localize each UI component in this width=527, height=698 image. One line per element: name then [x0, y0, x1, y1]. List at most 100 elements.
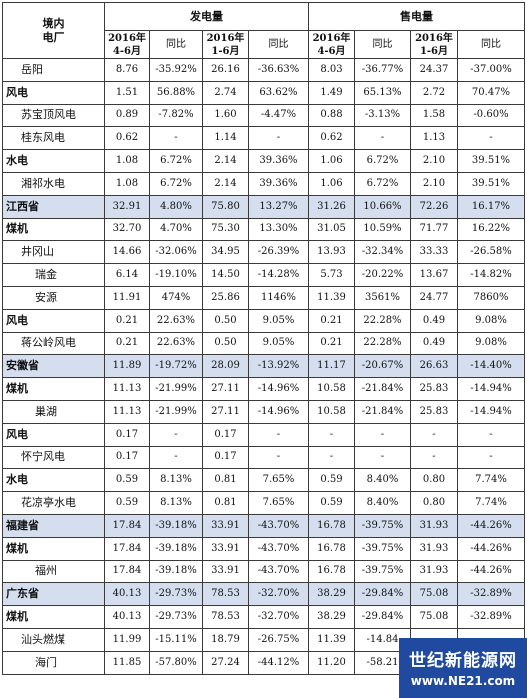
value-cell: 4.70% — [149, 217, 203, 242]
value-cell: 32.91 — [104, 194, 150, 219]
value-cell: 2.14 — [202, 171, 249, 196]
value-cell: - — [308, 445, 355, 470]
value-cell: 2.10 — [410, 149, 458, 173]
value-cell: 6.72% — [354, 149, 411, 173]
table-row: 岳阳 8.76 -35.92% 26.16 -36.63% 8.03 -36.77% 24.3… — [2, 58, 525, 82]
value-cell: 16.22% — [457, 217, 525, 242]
plant-name-cell: 怀宁风电 — [2, 445, 105, 470]
value-cell: -21.84% — [354, 399, 411, 424]
value-cell: 9.05% — [248, 308, 309, 333]
plant-name-cell: 汕头燃煤 — [2, 627, 105, 652]
table-row: 煤机 11.13 -21.99% 27.11 -14.96% 10.58 -21.84% 25… — [2, 377, 525, 401]
value-cell: 0.88 — [308, 103, 355, 128]
value-cell: 14.66 — [104, 240, 150, 265]
value-cell: - — [149, 422, 203, 447]
value-cell: 3561% — [354, 285, 411, 310]
value-cell: -35.92% — [149, 58, 203, 82]
value-cell: 0.81 — [202, 468, 249, 493]
province-row: 福建省 17.84 -39.18% 33.91 -43.70% 16.78 -39.75% 3… — [2, 513, 525, 538]
value-cell: 38.29 — [308, 582, 355, 607]
value-cell: -15.11% — [149, 627, 203, 652]
plant-name-cell: 瑞金 — [2, 263, 105, 287]
value-cell: 24.77 — [410, 285, 458, 310]
value-cell: 10.58 — [308, 377, 355, 401]
value-cell: 11.17 — [308, 354, 355, 379]
plant-name-cell: 湘祁水电 — [2, 171, 105, 196]
table-row: 桂东风电 0.62-1.14-0.62-1.13- — [2, 126, 525, 151]
watermark-url: www.NE21.com — [410, 674, 516, 688]
plant-name-cell: 岳阳 — [2, 58, 105, 82]
value-cell: 6.72% — [149, 149, 203, 173]
table-row: 水电 0.59 8.13% 0.81 7.65% 0.59 8.40% 0.80 7.74% — [2, 468, 525, 493]
value-cell: 31.26 — [308, 194, 355, 219]
value-cell: -14.96% — [248, 377, 309, 401]
value-cell: 9.08% — [457, 308, 525, 333]
value-cell: 32.70 — [104, 217, 150, 242]
value-cell: -14.96% — [248, 399, 309, 424]
table-row: 风电 0.21 22.63% 0.50 9.05% 0.21 22.28% 0.49 9.08% — [2, 308, 525, 333]
value-cell: 71.77 — [410, 217, 458, 242]
value-cell: 4.80% — [149, 194, 203, 219]
gen-h1-yoy-header: 同比 — [248, 30, 309, 59]
value-cell: -26.58% — [457, 240, 525, 265]
value-cell: 39.36% — [248, 149, 309, 173]
value-cell: 17.84 — [104, 513, 150, 538]
generation-sales-table: 境内 电厂 发电量 售电量 2016年 4-6月 同比 2016年 1-6月 同… — [2, 2, 525, 675]
plant-name-cell: 福州 — [2, 559, 105, 584]
table-row: 海门 11.85 -57.80% 27.24 -44.12% 11.20 -58.21 — [2, 650, 525, 675]
plant-name-cell: 海门 — [2, 650, 105, 675]
value-cell: -21.99% — [149, 399, 203, 424]
value-cell: 17.84 — [104, 559, 150, 584]
plant-name-cell: 安徽省 — [2, 354, 105, 379]
value-cell: - — [457, 126, 525, 151]
value-cell: -13.92% — [248, 354, 309, 379]
value-cell: 0.49 — [410, 331, 458, 356]
value-cell: 39.51% — [457, 149, 525, 173]
value-cell: -14.28% — [248, 263, 309, 287]
value-cell: 0.21 — [104, 331, 150, 356]
generation-group-header: 发电量 — [104, 2, 309, 31]
value-cell: -26.75% — [248, 627, 309, 652]
plant-name-cell: 煤机 — [2, 377, 105, 401]
value-cell: 27.11 — [202, 377, 249, 401]
value-cell: 2.10 — [410, 171, 458, 196]
value-cell: 474% — [149, 285, 203, 310]
table-row: 福州 17.84 -39.18% 33.91 -43.70% 16.78 -39.75% 31… — [2, 559, 525, 584]
value-cell: 1.08 — [104, 149, 150, 173]
value-cell: 22.28% — [354, 331, 411, 356]
value-cell: -32.70% — [248, 605, 309, 629]
value-cell: 1.60 — [202, 103, 249, 128]
value-cell: 27.24 — [202, 650, 249, 675]
value-cell: -43.70% — [248, 536, 309, 561]
value-cell: -3.13% — [354, 103, 411, 128]
value-cell: 1.58 — [410, 103, 458, 128]
value-cell: 0.80 — [410, 491, 458, 515]
value-cell: 1.06 — [308, 149, 355, 173]
province-row: 安徽省 11.89 -19.72% 28.09 -13.92% 11.17 -20.67% 2… — [2, 354, 525, 379]
table-row: 煤机 17.84 -39.18% 33.91 -43.70% 16.78 -39.75% 31… — [2, 536, 525, 561]
value-cell: 63.62% — [248, 80, 309, 105]
value-cell: 2.72 — [410, 80, 458, 105]
value-cell: - — [354, 126, 411, 151]
value-cell: 31.05 — [308, 217, 355, 242]
plant-name-cell: 水电 — [2, 149, 105, 173]
value-cell: 0.50 — [202, 331, 249, 356]
value-cell: 7860% — [457, 285, 525, 310]
value-cell: 40.13 — [104, 582, 150, 607]
value-cell: 8.13% — [149, 491, 203, 515]
value-cell: 22.28% — [354, 308, 411, 333]
value-cell: 33.91 — [202, 513, 249, 538]
value-cell: -39.75% — [354, 559, 411, 584]
table-row: 蒋公岭风电 0.21 22.63% 0.50 9.05% 0.21 22.28% 0.49 9.… — [2, 331, 525, 356]
sales-group-header: 售电量 — [308, 2, 525, 31]
value-cell: 33.91 — [202, 559, 249, 584]
value-cell: 6.72% — [149, 171, 203, 196]
sale-h1-yoy-header: 同比 — [457, 30, 525, 59]
value-cell: 22.63% — [149, 308, 203, 333]
value-cell: -44.26% — [457, 559, 525, 584]
value-cell: -14.94% — [457, 399, 525, 424]
value-cell: 26.63 — [410, 354, 458, 379]
value-cell: -14.84 — [354, 627, 411, 652]
plant-name-cell: 安源 — [2, 285, 105, 310]
value-cell: 10.58 — [308, 399, 355, 424]
